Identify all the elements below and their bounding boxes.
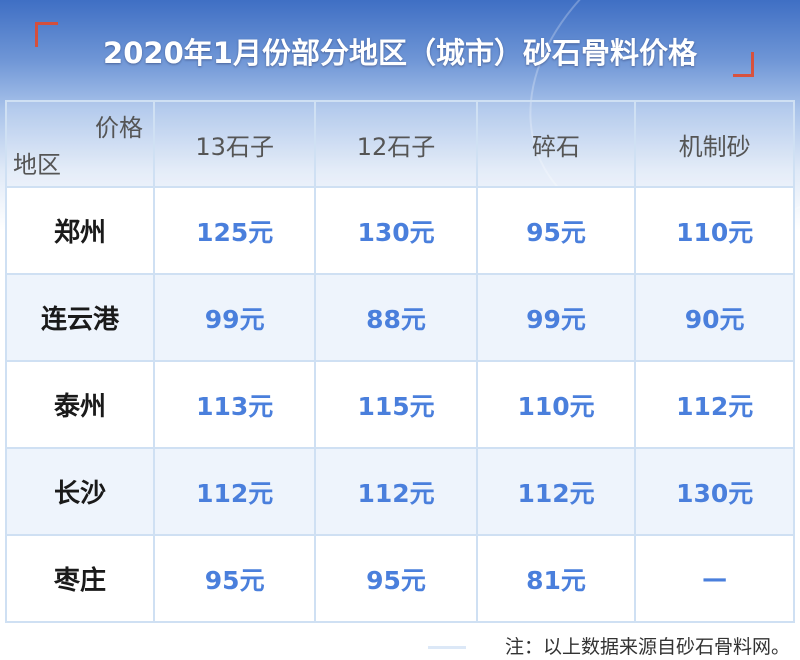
source-note: 注：以上数据来源自砂石骨料网。: [504, 636, 790, 658]
price-cell: 110元: [634, 186, 795, 275]
price-cell: 130元: [314, 186, 478, 275]
note-divider: [428, 646, 466, 649]
price-cell: 115元: [314, 360, 478, 449]
city-cell: 连云港: [5, 273, 155, 362]
corner-cell: 价格 地区: [5, 100, 155, 188]
price-cell: 112元: [634, 360, 795, 449]
table-row: 泰州 113元 115元 110元 112元: [5, 360, 795, 449]
title-bracket-right: [733, 52, 754, 77]
corner-label-region: 地区: [13, 151, 61, 179]
title-bracket-left: [35, 22, 58, 47]
price-cell: 88元: [314, 273, 478, 362]
price-cell: 112元: [475, 447, 637, 536]
price-cell: 95元: [314, 534, 478, 623]
price-cell: —: [634, 534, 795, 623]
column-header: 机制砂: [634, 100, 795, 188]
price-cell: 112元: [152, 447, 317, 536]
city-cell: 长沙: [5, 447, 155, 536]
table-row: 连云港 99元 88元 99元 90元: [5, 273, 795, 362]
table-header-row: 价格 地区 13石子 12石子 碎石 机制砂: [5, 100, 795, 188]
price-cell: 95元: [152, 534, 317, 623]
price-cell: 90元: [634, 273, 795, 362]
price-cell: 110元: [475, 360, 637, 449]
price-cell: 95元: [475, 186, 637, 275]
price-cell: 99元: [475, 273, 637, 362]
table-row: 长沙 112元 112元 112元 130元: [5, 447, 795, 536]
city-cell: 泰州: [5, 360, 155, 449]
price-cell: 130元: [634, 447, 795, 536]
price-cell: 99元: [152, 273, 317, 362]
column-header: 碎石: [475, 100, 637, 188]
column-header: 12石子: [314, 100, 478, 188]
page-title: 2020年1月份部分地区（城市）砂石骨料价格: [103, 36, 697, 70]
price-cell: 125元: [152, 186, 317, 275]
price-table: 价格 地区 13石子 12石子 碎石 机制砂 郑州 125元 130元 95元 …: [5, 100, 795, 623]
price-cell: 81元: [475, 534, 637, 623]
column-header: 13石子: [152, 100, 317, 188]
table-row: 枣庄 95元 95元 81元 —: [5, 534, 795, 623]
city-cell: 郑州: [5, 186, 155, 275]
city-cell: 枣庄: [5, 534, 155, 623]
price-cell: 113元: [152, 360, 317, 449]
corner-label-price: 价格: [95, 114, 143, 142]
price-cell: 112元: [314, 447, 478, 536]
table-row: 郑州 125元 130元 95元 110元: [5, 186, 795, 275]
